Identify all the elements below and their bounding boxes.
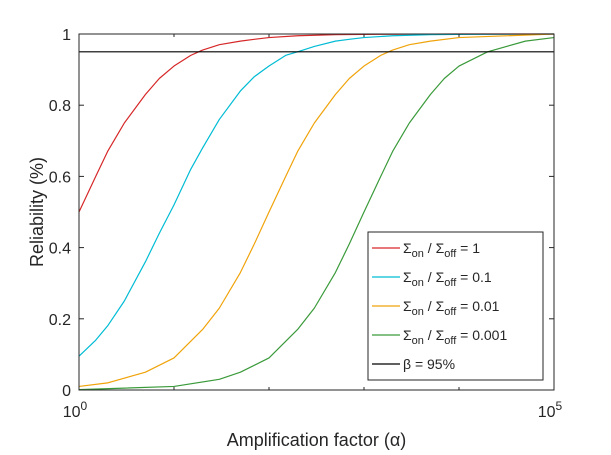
series-layer <box>78 33 555 391</box>
x-tick-label-0: 100 <box>63 399 88 421</box>
legend-label-2: Σon / Σoff = 0.01 <box>403 298 500 318</box>
y-tick-label-4: 0.8 <box>49 98 71 115</box>
series-line-0 <box>78 33 554 213</box>
x-tick-label-1: 105 <box>538 399 563 421</box>
tick-layer: 0 0.2 0.4 0.6 0.8 1 100 105 <box>49 27 563 421</box>
y-axis-label: Reliability (%) <box>27 157 47 267</box>
y-tick-label-5: 1 <box>62 27 71 44</box>
y-tick-label-1: 0.2 <box>49 312 71 329</box>
series-line-2 <box>78 33 555 388</box>
series-line-3 <box>78 36 555 391</box>
legend-label-4: β = 95% <box>403 356 455 372</box>
legend: Σon / Σoff = 1 Σon / Σoff = 0.1 Σon / Σoff… <box>367 231 544 381</box>
legend-label-3: Σon / Σoff = 0.001 <box>403 327 507 347</box>
legend-label-0: Σon / Σoff = 1 <box>403 240 480 260</box>
legend-label-1: Σon / Σoff = 0.1 <box>403 269 492 289</box>
y-tick-label-3: 0.6 <box>49 169 71 186</box>
series-line-1 <box>78 33 555 357</box>
y-tick-label-2: 0.4 <box>49 241 71 258</box>
x-axis-label: Amplification factor (α) <box>227 430 406 450</box>
y-tick-label-0: 0 <box>62 383 71 400</box>
plot-frame <box>78 33 555 391</box>
